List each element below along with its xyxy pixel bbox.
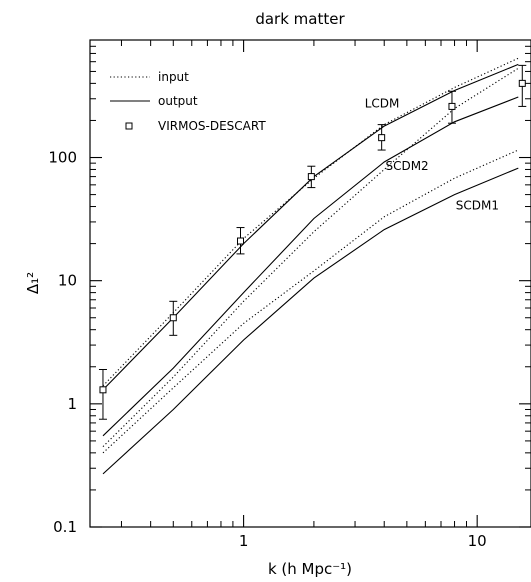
legend-input-label: input [158,70,189,84]
y-tick-label: 100 [48,149,77,167]
virmos-descart-points [98,64,527,420]
virmos-point [518,79,526,87]
scdm1-output-line [102,167,519,475]
virmos-point [237,237,245,245]
curve-label-scdm1: SCDM1 [456,198,499,212]
chart-title: dark matter [255,10,345,28]
axes: 1 10 0.1 1 10 100 [48,39,531,550]
x-axis-label: k (h Mpc⁻¹) [268,560,352,578]
x-tick-label: 1 [239,532,249,550]
scdm2-output-line [102,96,519,437]
legend-output-label: output [158,94,198,108]
curve-label-lcdm: LCDM [365,96,400,110]
virmos-point [448,102,456,110]
y-tick-label: 1 [67,395,77,413]
legend-virmos-label: VIRMOS-DESCART [158,119,266,133]
virmos-point [307,173,315,181]
y-axis-label: Δ₁² [24,272,42,294]
lcdm-output-line [102,63,519,391]
y-tick-label: 10 [58,272,77,290]
curve-labels: LCDM SCDM2 SCDM1 [365,96,499,212]
curve-label-scdm2: SCDM2 [385,159,428,173]
legend: input output VIRMOS-DESCART [110,70,266,133]
virmos-point [99,386,107,394]
y-tick-label: 0.1 [53,518,77,536]
virmos-point [378,134,386,142]
legend-virmos-marker [125,122,133,130]
virmos-point [169,314,177,322]
plot-frame [89,39,531,528]
scdm1-input-line [102,149,519,454]
x-tick-label: 10 [468,532,487,550]
